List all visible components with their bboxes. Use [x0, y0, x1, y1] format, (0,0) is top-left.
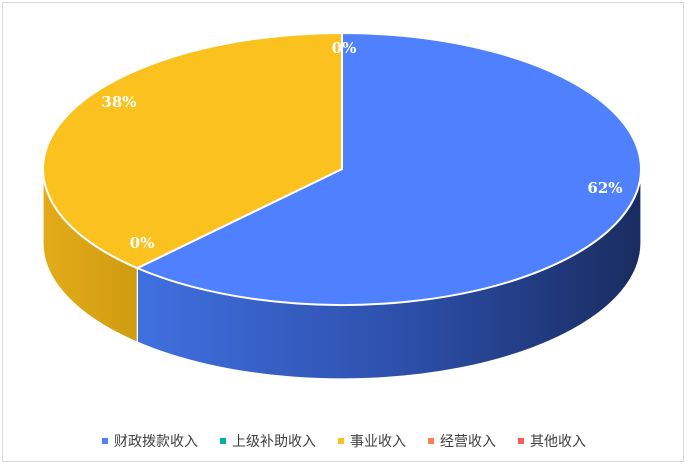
legend-item-shiye: 事业收入 [338, 431, 406, 451]
legend-label: 财政拨款收入 [114, 434, 198, 450]
slice-label-3: 38% [101, 93, 136, 111]
chart-frame: 62% 0% 38% 0% 财政拨款收入 上级补助收入 事业收入 经营收入 其他收入 [2, 2, 684, 462]
slice-label-4: 0% [130, 234, 155, 252]
legend-marker [518, 438, 524, 444]
legend-item-shangji: 上级补助收入 [220, 431, 316, 451]
legend-marker [428, 438, 434, 444]
legend-item-qita: 其他收入 [518, 431, 586, 451]
pie-chart: 62% 0% 38% 0% [42, 31, 642, 380]
slice-label-2: 0% [332, 39, 357, 57]
legend-label: 上级补助收入 [232, 434, 316, 450]
legend-label: 其他收入 [530, 434, 586, 450]
legend-marker [338, 438, 344, 444]
legend-label: 事业收入 [350, 434, 406, 450]
legend-item-caizheng: 财政拨款收入 [102, 431, 198, 451]
pie-slice-1 [134, 31, 642, 306]
legend-item-jingying: 经营收入 [428, 431, 496, 451]
legend-label: 经营收入 [440, 434, 496, 450]
legend-marker [102, 438, 108, 444]
legend: 财政拨款收入 上级补助收入 事业收入 经营收入 其他收入 [3, 431, 685, 451]
legend-marker [220, 438, 226, 444]
pie-labels: 62% 0% 38% 0% [101, 39, 622, 252]
slice-label-1: 62% [587, 179, 622, 197]
pie-tops [42, 31, 642, 306]
pie-slice-3 [42, 31, 343, 270]
